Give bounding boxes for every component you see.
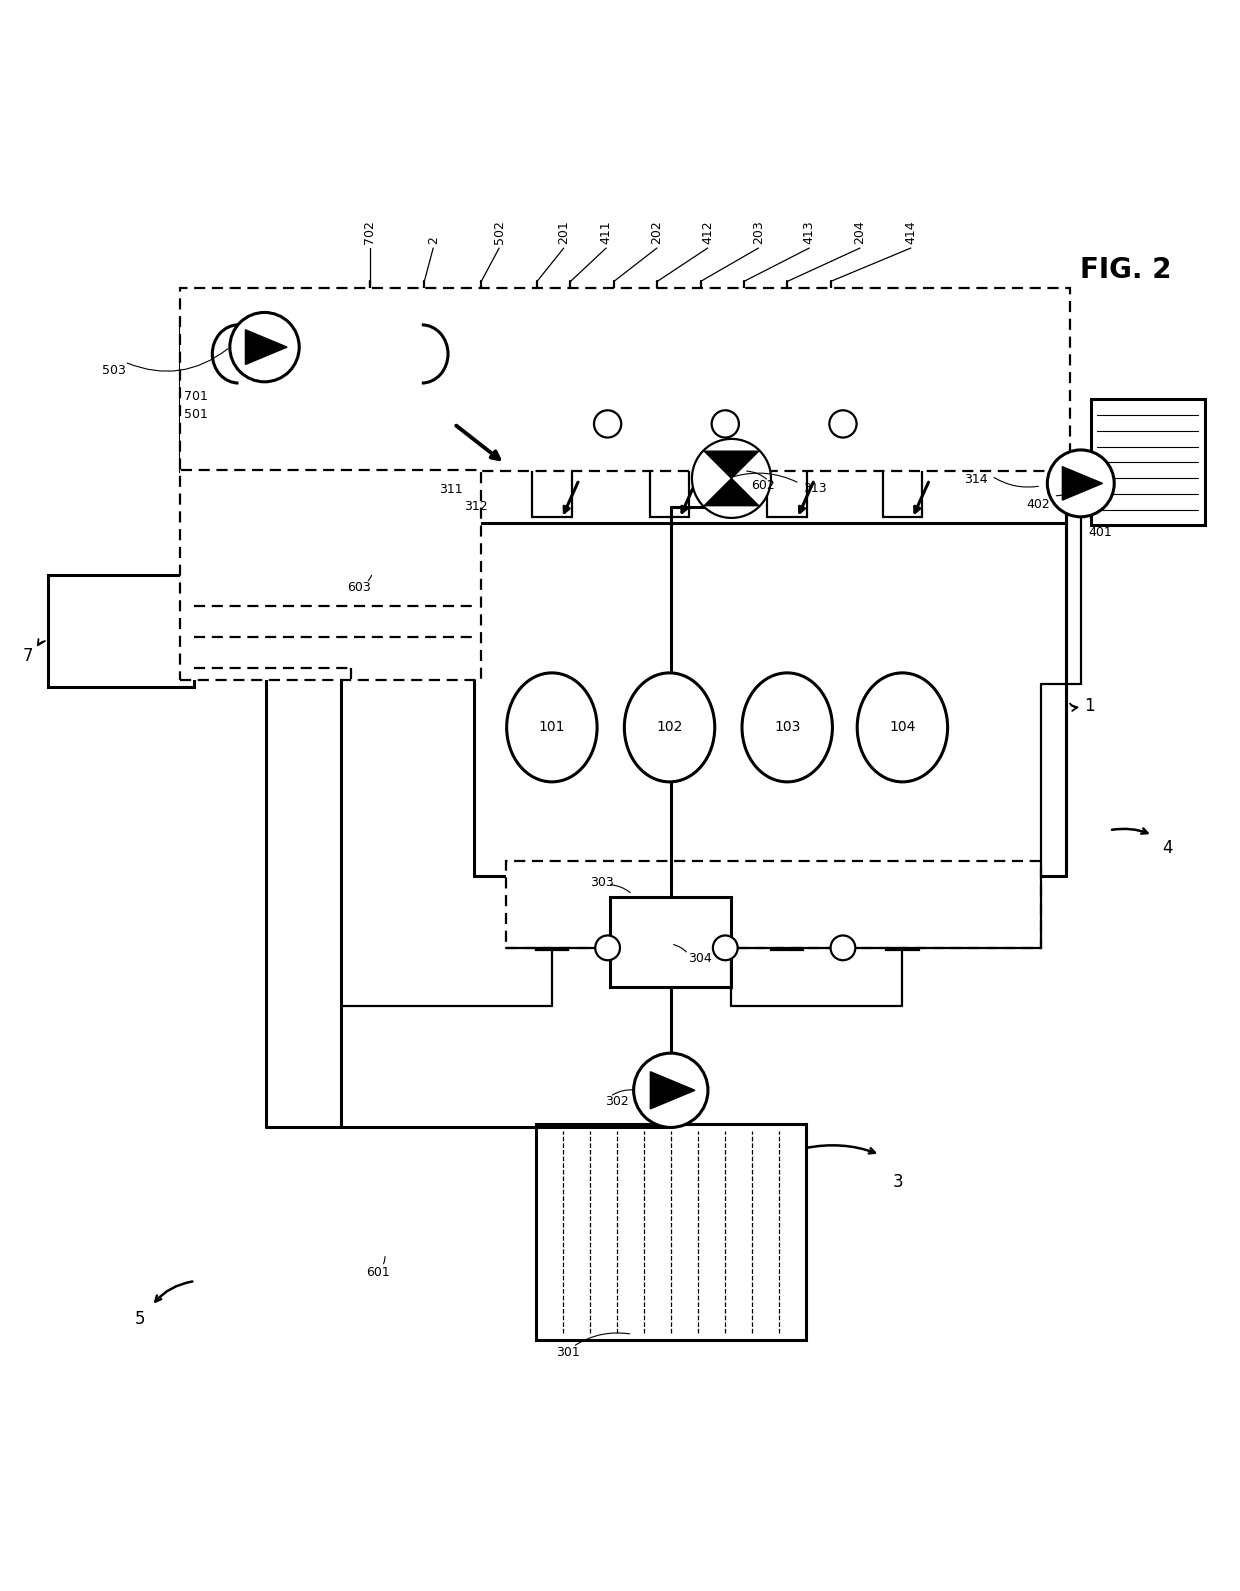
Text: 4: 4 bbox=[1163, 838, 1173, 856]
Bar bbox=[180, 288, 1070, 471]
Bar bbox=[771, 881, 804, 950]
Bar bbox=[1091, 399, 1204, 525]
Polygon shape bbox=[704, 452, 759, 479]
Text: 103: 103 bbox=[774, 721, 800, 735]
Bar bbox=[180, 469, 481, 681]
Text: 601: 601 bbox=[366, 1266, 389, 1279]
Text: 303: 303 bbox=[590, 875, 614, 889]
Circle shape bbox=[692, 439, 771, 519]
Circle shape bbox=[713, 936, 738, 961]
Bar bbox=[532, 449, 572, 517]
Text: 401: 401 bbox=[1089, 527, 1112, 539]
Text: 503: 503 bbox=[102, 364, 126, 377]
Bar bbox=[763, 399, 812, 423]
Bar bbox=[883, 449, 923, 517]
Text: 501: 501 bbox=[184, 407, 208, 420]
Bar bbox=[878, 399, 928, 423]
Circle shape bbox=[634, 1053, 708, 1128]
Bar bbox=[180, 318, 351, 471]
Bar bbox=[536, 1123, 806, 1341]
Bar bbox=[645, 399, 694, 423]
Circle shape bbox=[831, 936, 856, 961]
Text: 204: 204 bbox=[853, 221, 867, 245]
Circle shape bbox=[1048, 450, 1115, 517]
Circle shape bbox=[830, 410, 857, 438]
Text: 104: 104 bbox=[889, 721, 915, 735]
Text: 701: 701 bbox=[184, 390, 208, 403]
Circle shape bbox=[595, 936, 620, 961]
Bar bbox=[610, 897, 732, 988]
Text: 304: 304 bbox=[688, 953, 712, 966]
Text: 502: 502 bbox=[492, 221, 506, 245]
Ellipse shape bbox=[507, 673, 598, 781]
Circle shape bbox=[712, 410, 739, 438]
Bar bbox=[653, 881, 686, 950]
Text: 411: 411 bbox=[600, 221, 613, 245]
Text: 202: 202 bbox=[651, 221, 663, 245]
Bar bbox=[887, 881, 919, 950]
Circle shape bbox=[594, 410, 621, 438]
Circle shape bbox=[229, 312, 299, 382]
Bar bbox=[474, 423, 1066, 523]
Text: 313: 313 bbox=[804, 482, 827, 495]
Text: 702: 702 bbox=[363, 221, 376, 245]
Text: 102: 102 bbox=[656, 721, 683, 735]
Text: 603: 603 bbox=[347, 581, 371, 593]
Text: 414: 414 bbox=[904, 221, 918, 245]
Bar bbox=[536, 881, 568, 950]
Text: 602: 602 bbox=[751, 479, 775, 492]
Bar bbox=[474, 498, 1066, 877]
Text: 402: 402 bbox=[1027, 498, 1050, 511]
Polygon shape bbox=[1063, 466, 1102, 500]
Text: 302: 302 bbox=[605, 1095, 629, 1107]
Ellipse shape bbox=[742, 673, 832, 781]
Bar bbox=[48, 574, 193, 686]
Text: 314: 314 bbox=[965, 473, 988, 487]
Polygon shape bbox=[650, 1072, 694, 1109]
Bar bbox=[238, 325, 422, 383]
Text: 412: 412 bbox=[701, 221, 714, 245]
Text: 3: 3 bbox=[893, 1173, 903, 1192]
Text: 301: 301 bbox=[556, 1346, 579, 1359]
Text: 2: 2 bbox=[427, 237, 440, 245]
Polygon shape bbox=[704, 479, 759, 506]
Text: 312: 312 bbox=[464, 501, 487, 514]
Bar bbox=[337, 345, 362, 371]
Ellipse shape bbox=[857, 673, 947, 781]
Text: 1: 1 bbox=[1085, 697, 1095, 716]
Text: 101: 101 bbox=[538, 721, 565, 735]
Text: 7: 7 bbox=[24, 646, 33, 665]
Bar bbox=[768, 449, 807, 517]
Text: FIG. 2: FIG. 2 bbox=[1080, 256, 1171, 285]
Text: 5: 5 bbox=[134, 1311, 145, 1328]
Ellipse shape bbox=[624, 673, 714, 781]
Bar bbox=[506, 861, 1042, 948]
Text: 203: 203 bbox=[751, 221, 765, 245]
Polygon shape bbox=[246, 329, 288, 364]
Bar bbox=[650, 449, 689, 517]
Text: 201: 201 bbox=[557, 221, 570, 245]
Text: 413: 413 bbox=[802, 221, 816, 245]
Bar bbox=[527, 399, 577, 423]
Text: 311: 311 bbox=[439, 484, 463, 496]
